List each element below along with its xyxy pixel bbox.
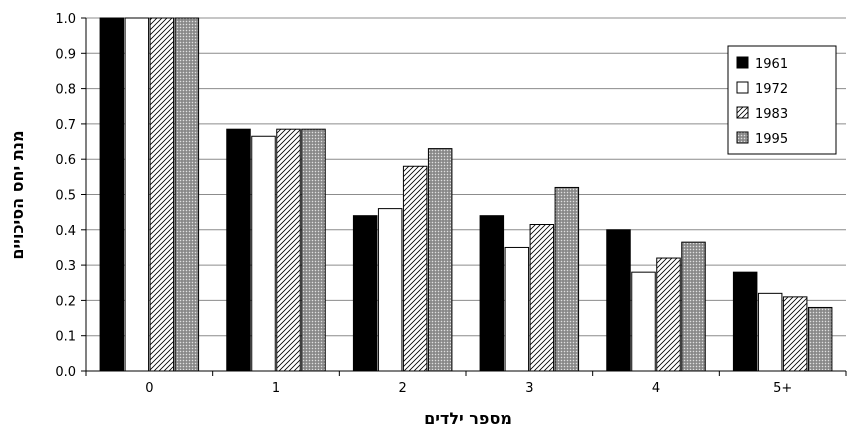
bar-1995-0 — [174, 17, 200, 372]
y-tick-label: 0.7 — [55, 118, 76, 133]
legend-swatch-1995 — [736, 131, 749, 144]
bar-1983-5+ — [782, 296, 808, 372]
x-axis-title: מספר ילדים — [424, 409, 512, 428]
bars — [99, 17, 833, 372]
bar-1972-5+ — [757, 292, 783, 372]
y-tick-label: 1.0 — [55, 12, 76, 27]
bar-1961-4 — [606, 229, 631, 372]
bar-1972-2 — [377, 208, 403, 372]
bar-1972-4 — [631, 271, 656, 372]
x-tick-label: 5+ — [773, 381, 792, 396]
bar-1995-2 — [427, 148, 453, 372]
x-tick-label: 1 — [272, 381, 280, 396]
x-tick-label: 0 — [145, 381, 153, 396]
bar-1972-3 — [504, 246, 530, 372]
bar-1961-2 — [352, 215, 378, 372]
bar-1983-4 — [656, 257, 681, 372]
bar-1983-3 — [529, 224, 555, 372]
y-tick-label: 0.1 — [55, 330, 76, 345]
bar-1983-0 — [149, 17, 175, 372]
legend-label-1995: 1995 — [755, 132, 788, 147]
bar-1995-3 — [554, 186, 580, 372]
bar-1972-0 — [124, 17, 150, 372]
y-tick-label: 0.5 — [55, 189, 76, 204]
bar-1983-2 — [402, 165, 428, 372]
y-tick-label: 0.4 — [55, 224, 76, 239]
y-tick-label: 0.2 — [55, 294, 76, 309]
y-tick-label: 0.8 — [55, 83, 76, 98]
bar-1961-0 — [99, 17, 125, 372]
legend-swatch-1961 — [736, 56, 749, 69]
x-tick-label: 2 — [399, 381, 407, 396]
legend-swatch-1972 — [736, 81, 749, 94]
x-tick-labels: 0 1 2 3 4 5+ — [145, 381, 792, 396]
bar-1983-1 — [276, 128, 301, 372]
bar-1961-3 — [479, 215, 505, 372]
y-tick-label: 0.9 — [55, 47, 76, 62]
bar-1995-4 — [681, 241, 706, 372]
x-tick-label: 3 — [525, 381, 533, 396]
legend-label-1961: 1961 — [755, 57, 788, 72]
bar-1972-1 — [251, 135, 276, 372]
y-axis-title: מנת יחס הסיכויים — [8, 130, 27, 259]
axes — [81, 17, 847, 376]
y-tick-label: 0.6 — [55, 153, 76, 168]
y-tick-labels: 0.0 0.1 0.2 0.3 0.4 0.5 0.6 0.7 0.8 0.9 1.0 — [55, 12, 76, 380]
x-tick-label: 4 — [652, 381, 660, 396]
bar-1961-5+ — [732, 271, 758, 372]
legend: 1961 1972 1983 1995 — [727, 45, 837, 155]
gridlines — [86, 17, 846, 337]
bar-1995-1 — [301, 128, 326, 372]
legend-swatch-1983 — [736, 106, 749, 119]
y-tick-label: 0.3 — [55, 259, 76, 274]
legend-label-1972: 1972 — [755, 82, 788, 97]
bar-1961-1 — [226, 128, 251, 372]
bar-1995-5+ — [807, 306, 833, 372]
y-tick-label: 0.0 — [55, 365, 76, 380]
legend-label-1983: 1983 — [755, 107, 788, 122]
